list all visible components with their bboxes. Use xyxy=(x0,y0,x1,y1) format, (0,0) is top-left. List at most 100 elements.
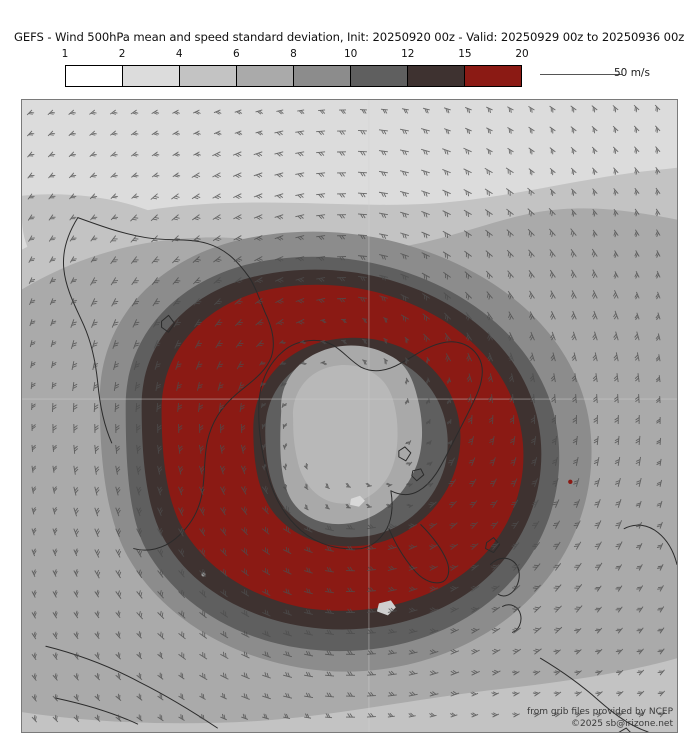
wind-barb xyxy=(467,414,473,424)
wind-barb xyxy=(490,521,499,529)
wind-barb xyxy=(346,671,355,676)
wind-barb xyxy=(655,333,661,341)
wind-barb xyxy=(136,569,143,579)
wind-barb xyxy=(655,250,661,258)
wind-barb xyxy=(571,209,577,217)
wind-barb xyxy=(241,651,250,659)
wind-barb xyxy=(51,361,57,369)
wind-barb xyxy=(378,170,388,177)
wind-barb xyxy=(385,503,393,509)
wind-barb xyxy=(613,208,619,217)
wind-barb xyxy=(553,541,561,550)
wind-barb xyxy=(530,435,537,445)
wind-barb xyxy=(31,486,37,494)
wind-barb xyxy=(571,331,577,341)
wind-barb xyxy=(262,547,270,555)
wind-barb xyxy=(635,456,641,466)
wind-barb xyxy=(91,319,98,328)
wind-barb xyxy=(420,128,430,135)
wind-barb xyxy=(115,610,121,619)
wind-barb xyxy=(234,109,243,115)
wind-barb xyxy=(115,693,122,701)
wind-barb xyxy=(613,352,619,362)
wind-barb xyxy=(178,652,187,660)
wind-barb xyxy=(448,479,457,488)
wind-barb xyxy=(570,146,577,155)
wind-barb xyxy=(574,649,582,655)
wind-barb xyxy=(574,605,583,613)
wind-barb xyxy=(593,394,598,404)
wind-barb xyxy=(634,291,640,300)
wind-barb xyxy=(528,168,535,176)
wind-barb xyxy=(471,669,480,676)
wind-barb xyxy=(512,648,522,655)
wind-barb xyxy=(429,712,437,718)
wind-barb xyxy=(240,423,246,433)
wind-barb xyxy=(316,151,326,157)
wind-barb xyxy=(549,228,556,237)
wind-barb xyxy=(383,317,389,323)
wind-barb xyxy=(553,712,562,718)
wind-barb xyxy=(325,671,335,677)
wind-barb xyxy=(115,652,121,660)
wind-barb xyxy=(325,713,333,719)
wind-barb xyxy=(654,125,661,133)
wind-barb xyxy=(655,312,661,321)
wind-barb xyxy=(136,611,143,620)
wind-barb xyxy=(196,382,203,391)
wind-barb xyxy=(172,109,180,115)
wind-barb xyxy=(450,691,460,697)
map-canvas[interactable]: from grib files provided by NCEP ©2025 s… xyxy=(21,99,678,733)
wind-barb xyxy=(171,235,180,243)
wind-barb xyxy=(591,248,598,258)
wind-barb xyxy=(136,548,143,558)
wind-barb xyxy=(157,465,163,475)
wind-barb xyxy=(549,105,556,113)
wind-barb xyxy=(192,235,201,242)
wind-barb xyxy=(529,352,535,362)
wind-barb xyxy=(52,631,58,640)
wind-barb xyxy=(551,414,557,424)
wind-barb xyxy=(178,507,184,516)
wind-barb xyxy=(320,318,327,324)
wind-barb xyxy=(241,527,248,536)
wind-barb xyxy=(233,235,243,242)
wind-barb xyxy=(115,631,121,639)
colorbar-segment-6-8 xyxy=(236,66,293,86)
wind-barb xyxy=(130,130,139,136)
wind-barb xyxy=(282,463,288,471)
wind-barb xyxy=(615,585,623,592)
wind-barb xyxy=(656,416,661,424)
wind-barb xyxy=(212,151,221,158)
wind-barb xyxy=(471,627,480,634)
wind-barb xyxy=(633,125,640,134)
wind-barb xyxy=(571,188,577,196)
wind-barb xyxy=(48,214,56,221)
wind-barb xyxy=(446,418,452,425)
wind-barb xyxy=(425,398,431,405)
wind-barb xyxy=(198,402,204,413)
wind-barb xyxy=(297,109,305,115)
wind-barb xyxy=(94,444,100,454)
wind-barb xyxy=(151,151,160,157)
wind-barb xyxy=(505,188,514,196)
wind-barb xyxy=(466,352,473,362)
wind-barb xyxy=(406,482,413,488)
wind-barb xyxy=(383,358,389,365)
wind-barb xyxy=(241,547,249,556)
wind-barb xyxy=(531,457,538,466)
wind-barb xyxy=(110,151,118,157)
wind-barb xyxy=(178,465,184,475)
wind-barb xyxy=(404,377,410,385)
wind-barb xyxy=(400,253,409,260)
wind-barb xyxy=(157,631,165,640)
wind-barb xyxy=(337,151,347,156)
wind-barb xyxy=(442,210,451,218)
wind-barb xyxy=(509,394,514,404)
wind-barb xyxy=(214,319,223,327)
map-svg xyxy=(22,100,677,732)
wind-barb xyxy=(378,212,388,219)
wind-barb xyxy=(484,188,493,196)
wind-barb xyxy=(553,605,562,613)
wind-barb xyxy=(530,394,535,404)
